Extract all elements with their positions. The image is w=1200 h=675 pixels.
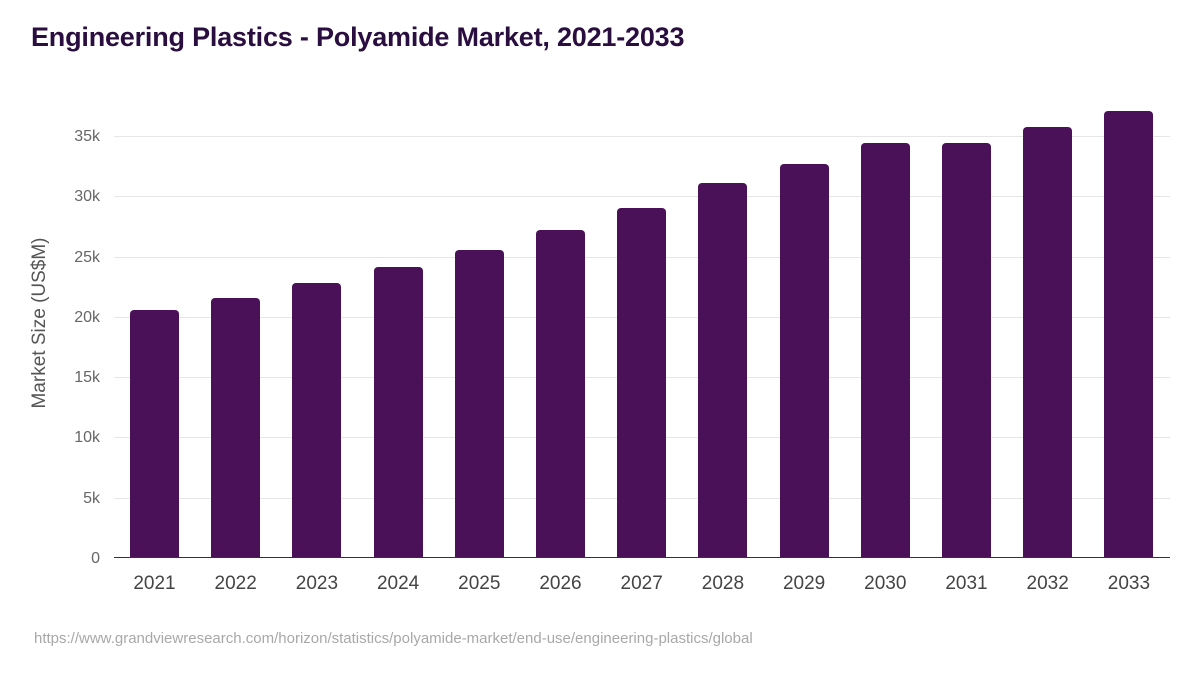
bar-2023[interactable] bbox=[292, 283, 342, 558]
bar-2030[interactable] bbox=[860, 143, 910, 558]
bar-2026[interactable] bbox=[536, 229, 585, 558]
bar-2022[interactable] bbox=[211, 297, 261, 558]
x-tick-label: 2031 bbox=[945, 573, 988, 594]
x-tick-label: 2024 bbox=[376, 573, 420, 594]
x-tick-label: 2026 bbox=[539, 573, 582, 594]
bar-2029[interactable] bbox=[779, 163, 829, 558]
y-tick-label: 0 bbox=[91, 550, 100, 567]
y-tick-label: 35k bbox=[74, 127, 100, 145]
y-tick-label: 30k bbox=[74, 188, 100, 206]
y-tick-label: 20k bbox=[74, 308, 100, 326]
y-tick-label: 5k bbox=[83, 489, 100, 507]
y-tick-label: 15k bbox=[74, 369, 100, 387]
x-tick-label: 2032 bbox=[1026, 573, 1069, 594]
source-url: https://www.grandviewresearch.com/horizo… bbox=[34, 630, 753, 647]
x-tick-label: 2023 bbox=[295, 573, 339, 594]
chart-title: Engineering Plastics - Polyamide Market,… bbox=[31, 22, 685, 52]
bar-2021[interactable] bbox=[130, 309, 179, 558]
y-tick-label: 25k bbox=[74, 248, 100, 266]
x-tick-label: 2025 bbox=[458, 573, 501, 594]
x-tick-label: 2022 bbox=[214, 573, 257, 594]
x-tick-label: 2027 bbox=[620, 573, 663, 594]
bar-2025[interactable] bbox=[454, 250, 504, 558]
x-axis-line bbox=[114, 557, 1170, 558]
bar-2024[interactable] bbox=[373, 267, 423, 558]
x-tick-label: 2029 bbox=[782, 573, 826, 594]
plot-area bbox=[114, 80, 1170, 558]
bar-2032[interactable] bbox=[1023, 127, 1073, 558]
bar-2027[interactable] bbox=[617, 208, 667, 558]
y-tick-label: 10k bbox=[74, 429, 100, 447]
x-tick-label: 2033 bbox=[1107, 573, 1151, 594]
x-tick-label: 2021 bbox=[133, 573, 176, 594]
x-tick-label: 2028 bbox=[701, 573, 745, 594]
gridline bbox=[114, 135, 1170, 137]
bar-2033[interactable] bbox=[1104, 110, 1154, 558]
bar-2028[interactable] bbox=[698, 182, 748, 558]
gridline bbox=[114, 196, 1170, 198]
x-tick-label: 2030 bbox=[864, 573, 907, 594]
bar-2031[interactable] bbox=[942, 143, 991, 558]
